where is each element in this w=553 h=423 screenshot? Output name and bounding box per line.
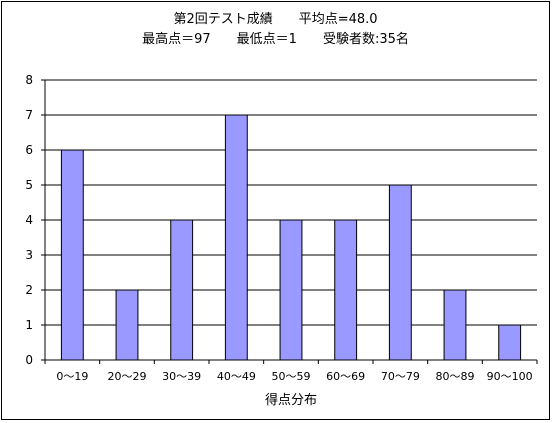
bar [60,149,84,361]
y-tick-label: 2 [25,283,33,297]
y-tick-label: 4 [25,213,33,227]
y-tick-label: 6 [25,143,33,157]
x-tick-label: 60～69 [326,370,365,383]
y-tick-label: 3 [25,248,33,262]
bar [334,219,358,361]
x-tick-label: 70～79 [381,370,420,383]
bar [170,219,194,361]
y-tick-labels: 0 1 2 3 4 5 6 7 8 [25,73,33,367]
x-tick-labels: 0～19 20～29 30～39 40～49 50～59 60～69 70～79 80～89 9… [56,370,532,383]
y-tick-label: 7 [25,108,33,122]
x-tick-label: 30～39 [162,370,201,383]
chart-title-block: 第2回テスト成績 平均点=48.0 最高点＝97 最低点＝1 受験者数:35名 [0,10,551,50]
x-tick-label: 40～49 [217,370,256,383]
axes [41,79,538,364]
y-tick-label: 5 [25,178,33,192]
bar [279,219,303,361]
y-tick-label: 1 [25,318,33,332]
chart-title: 第2回テスト成績 平均点=48.0 [173,12,378,27]
bar [388,184,412,361]
bar [498,324,522,361]
x-tick-label: 80～89 [436,370,475,383]
bars [60,114,522,361]
y-tick-label: 8 [25,73,33,87]
x-tick-label: 20～29 [108,370,147,383]
bar [443,289,467,361]
x-axis-title: 得点分布 [265,392,317,408]
bar [224,114,248,361]
chart-subtitle: 最高点＝97 最低点＝1 受験者数:35名 [142,32,409,47]
x-tick-label: 90～100 [487,370,533,383]
y-tick-label: 0 [25,353,33,367]
x-tick-label: 0～19 [56,370,88,383]
bar [115,289,139,361]
x-tick-label: 50～59 [272,370,311,383]
